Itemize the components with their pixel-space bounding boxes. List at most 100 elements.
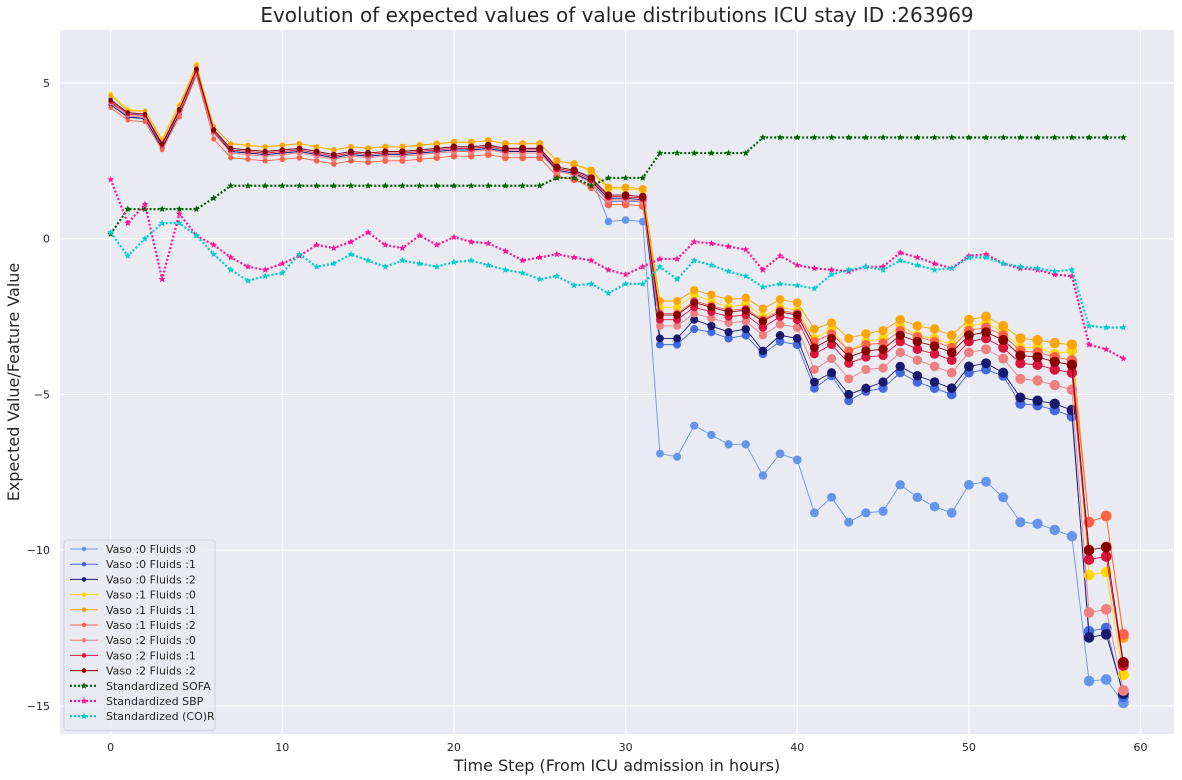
data-point — [570, 253, 578, 261]
data-point — [382, 148, 389, 155]
data-point — [553, 250, 561, 258]
data-point — [758, 316, 768, 326]
data-point — [450, 143, 458, 151]
data-point — [742, 149, 750, 156]
data-point — [861, 508, 871, 518]
data-point — [776, 133, 784, 141]
legend-entry: Vaso :0 Fluids :2 — [70, 573, 196, 586]
data-point — [433, 263, 441, 270]
data-point — [296, 154, 303, 161]
data-point — [399, 182, 406, 189]
data-point — [861, 329, 871, 339]
data-point — [604, 174, 612, 181]
data-point — [741, 317, 750, 326]
data-point — [758, 323, 768, 332]
data-point — [158, 275, 166, 283]
data-point — [313, 143, 320, 150]
data-point — [741, 331, 750, 340]
data-point — [758, 331, 768, 340]
data-point — [1117, 656, 1129, 668]
data-point — [278, 182, 286, 189]
data-point — [1032, 375, 1043, 386]
data-point — [1015, 358, 1026, 369]
data-point — [673, 321, 682, 330]
data-point — [1034, 133, 1041, 141]
data-point — [673, 255, 681, 262]
data-point — [262, 158, 268, 164]
data-point — [484, 151, 492, 158]
data-point — [656, 255, 664, 262]
data-point — [416, 142, 423, 149]
data-point — [211, 136, 217, 142]
data-point — [775, 320, 785, 329]
data-point — [931, 266, 938, 273]
data-point — [998, 367, 1009, 378]
data-point — [655, 449, 664, 458]
data-point — [844, 333, 854, 343]
data-point — [450, 152, 458, 160]
data-point — [1100, 604, 1112, 615]
data-point — [845, 133, 853, 141]
data-point — [158, 205, 166, 213]
data-point — [861, 364, 871, 375]
data-point — [210, 250, 218, 258]
data-point — [844, 396, 854, 406]
data-point — [365, 150, 372, 157]
data-point — [536, 144, 544, 152]
data-point — [159, 141, 165, 147]
data-point — [604, 183, 613, 192]
data-point — [296, 182, 303, 189]
legend-entry: Vaso :0 Fluids :0 — [70, 543, 196, 556]
data-point — [912, 492, 923, 503]
data-point — [1100, 510, 1112, 522]
data-point — [639, 280, 647, 287]
data-point — [484, 141, 492, 149]
data-point — [467, 238, 475, 245]
x-tick-label: 60 — [1134, 741, 1148, 754]
data-point — [759, 283, 767, 290]
data-point — [946, 355, 957, 366]
chart-title: Evolution of expected values of value di… — [260, 3, 973, 27]
data-point — [776, 252, 784, 259]
data-point — [844, 374, 854, 384]
data-point — [262, 148, 268, 155]
data-point — [707, 328, 716, 337]
legend-label: Vaso :1 Fluids :2 — [106, 619, 196, 632]
data-point — [124, 219, 132, 227]
data-point — [690, 298, 699, 307]
legend-marker — [80, 697, 88, 704]
data-point — [175, 219, 183, 227]
data-point — [279, 147, 286, 153]
data-point — [673, 303, 682, 312]
data-point — [638, 184, 647, 193]
legend-label: Vaso :1 Fluids :1 — [106, 604, 196, 617]
data-point — [553, 163, 561, 171]
data-point — [998, 334, 1009, 345]
data-point — [1049, 398, 1060, 409]
legend-marker — [81, 577, 87, 582]
data-point — [946, 383, 957, 394]
x-tick-label: 30 — [619, 741, 633, 754]
data-point — [963, 361, 974, 372]
data-point — [690, 286, 699, 295]
data-point — [261, 272, 269, 279]
data-point — [1085, 322, 1093, 329]
data-point — [228, 141, 234, 147]
data-point — [1051, 133, 1059, 141]
data-point — [759, 266, 767, 273]
legend-label: Vaso :0 Fluids :1 — [106, 558, 196, 571]
data-point — [296, 140, 303, 147]
data-point — [1119, 355, 1127, 362]
legend-marker — [81, 622, 87, 628]
data-point — [193, 205, 200, 213]
data-point — [330, 161, 337, 167]
data-point — [622, 270, 630, 278]
data-point — [1015, 392, 1026, 403]
data-point — [844, 346, 854, 356]
data-point — [502, 182, 509, 189]
data-point — [587, 280, 595, 287]
data-point — [895, 347, 905, 358]
data-point — [1083, 554, 1095, 565]
legend-label: Vaso :2 Fluids :0 — [106, 634, 196, 647]
data-point — [1049, 524, 1060, 536]
